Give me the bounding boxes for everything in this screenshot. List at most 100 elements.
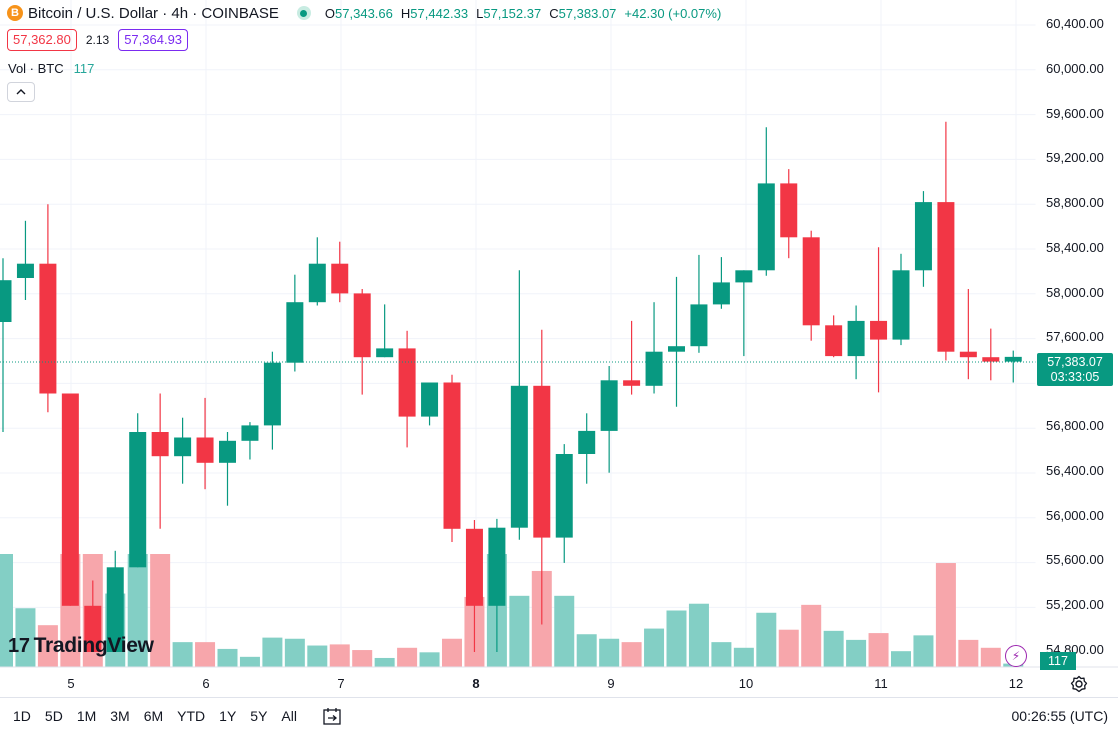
candle[interactable] (331, 241, 349, 303)
volume-bar (329, 644, 350, 667)
candle[interactable] (376, 304, 394, 358)
candle[interactable] (847, 305, 865, 380)
candle[interactable] (1004, 350, 1022, 383)
timeframe-5d[interactable]: 5D (44, 708, 63, 724)
market-open-status-icon[interactable] (296, 6, 311, 20)
volume-bar (913, 635, 934, 667)
candle[interactable] (959, 289, 977, 380)
candle[interactable] (937, 121, 955, 361)
volume-legend: Vol · BTC 117 (8, 61, 94, 76)
candle[interactable] (443, 374, 461, 542)
candle[interactable] (263, 351, 281, 450)
candle[interactable] (129, 413, 147, 568)
bar-countdown: 03:33:05 (1050, 370, 1100, 384)
candle[interactable] (488, 518, 506, 652)
timeframe-6m[interactable]: 6M (143, 708, 164, 724)
ohlc-key: H (400, 5, 411, 21)
candle[interactable] (286, 274, 304, 372)
candle[interactable] (645, 302, 663, 394)
candle-body (129, 432, 147, 568)
volume-bar (442, 638, 462, 667)
timeframe-ytd[interactable]: YTD (177, 708, 206, 724)
candle[interactable] (914, 191, 932, 287)
candle[interactable] (241, 422, 259, 460)
candle[interactable] (421, 382, 439, 426)
timeframe-3m[interactable]: 3M (110, 708, 130, 724)
candle[interactable] (16, 220, 34, 300)
bottom-toolbar: 1D 5D 1M 3M 6M YTD 1Y 5Y All 00:26:55 (U… (0, 697, 1118, 734)
candle[interactable] (892, 253, 910, 346)
candle[interactable] (870, 247, 888, 393)
candle-body (398, 348, 416, 417)
candlestick-chart[interactable] (0, 0, 1118, 697)
timeframe-1d[interactable]: 1D (13, 708, 31, 724)
timeframe-1y[interactable]: 1Y (219, 708, 237, 724)
settings-gear-icon[interactable] (1069, 674, 1089, 694)
candle[interactable] (578, 413, 596, 484)
candle[interactable] (398, 330, 416, 448)
candle[interactable] (106, 550, 124, 652)
ohlc-values: O57,343.66 H57,442.33 L57,152.37 C57,383… (325, 6, 721, 21)
timeframe-1m[interactable]: 1M (76, 708, 97, 724)
candle[interactable] (84, 580, 102, 653)
price-axis-label: 58,000.00 (1046, 285, 1104, 300)
candle[interactable] (510, 270, 528, 540)
candle[interactable] (61, 393, 79, 606)
volume-bar (37, 625, 58, 667)
candle[interactable] (353, 289, 371, 395)
volume-bar (621, 642, 642, 667)
volume-bar (778, 629, 799, 667)
candle[interactable] (39, 204, 57, 413)
volume-bar (644, 628, 665, 667)
price-axis-label: 56,000.00 (1046, 508, 1104, 523)
timeframe-all[interactable]: All (281, 708, 297, 724)
candle[interactable] (802, 230, 820, 341)
utc-clock[interactable]: 00:26:55 (UTC) (1011, 708, 1108, 724)
candle-body (151, 432, 169, 457)
volume-bar (352, 650, 373, 667)
tradingview-mark: 17 (8, 634, 30, 657)
current-price-tag: 57,383.07 03:33:05 (1037, 353, 1113, 386)
price-axis-label: 59,200.00 (1046, 150, 1104, 165)
candle[interactable] (151, 393, 169, 529)
candle[interactable] (668, 276, 685, 407)
candle[interactable] (757, 127, 775, 276)
candle[interactable] (623, 320, 641, 395)
buy-price-button[interactable]: 57,364.93 (118, 29, 189, 51)
collapse-legend-button[interactable] (7, 82, 35, 102)
volume-bar (666, 610, 687, 667)
candle[interactable] (533, 329, 551, 625)
candle[interactable] (780, 169, 798, 259)
lightning-icon[interactable]: ⚡ (1005, 645, 1027, 667)
volume-bar (127, 554, 148, 667)
candle-body (937, 202, 955, 352)
candle[interactable] (690, 254, 708, 353)
candle[interactable] (600, 366, 618, 473)
candle-body (712, 282, 730, 305)
candle[interactable] (308, 237, 326, 306)
candle[interactable] (196, 397, 214, 490)
timeframe-5y[interactable]: 5Y (250, 708, 268, 724)
volume-label[interactable]: Vol · BTC (8, 61, 64, 76)
date-range-icon[interactable] (321, 706, 343, 726)
volume-bar (284, 638, 305, 667)
candle-body (39, 263, 57, 394)
candle[interactable] (982, 328, 1000, 381)
sell-price-button[interactable]: 57,362.80 (7, 29, 77, 51)
candle-body (892, 270, 910, 340)
candle[interactable] (219, 432, 236, 506)
candle-body (847, 320, 865, 357)
candle[interactable] (0, 258, 12, 432)
symbol-title[interactable]: Bitcoin / U.S. Dollar · 4h · COINBASE (28, 4, 279, 22)
candle-body (982, 357, 1000, 362)
tradingview-logo[interactable]: 17 TradingView (8, 634, 154, 658)
candle[interactable] (712, 257, 730, 309)
candle[interactable] (174, 417, 192, 484)
volume-bar (509, 595, 530, 667)
candle[interactable] (465, 520, 483, 652)
candle-body (959, 351, 977, 358)
candle[interactable] (825, 315, 843, 358)
candle[interactable] (555, 444, 573, 563)
candle[interactable] (735, 270, 753, 357)
volume-bar (576, 634, 597, 667)
